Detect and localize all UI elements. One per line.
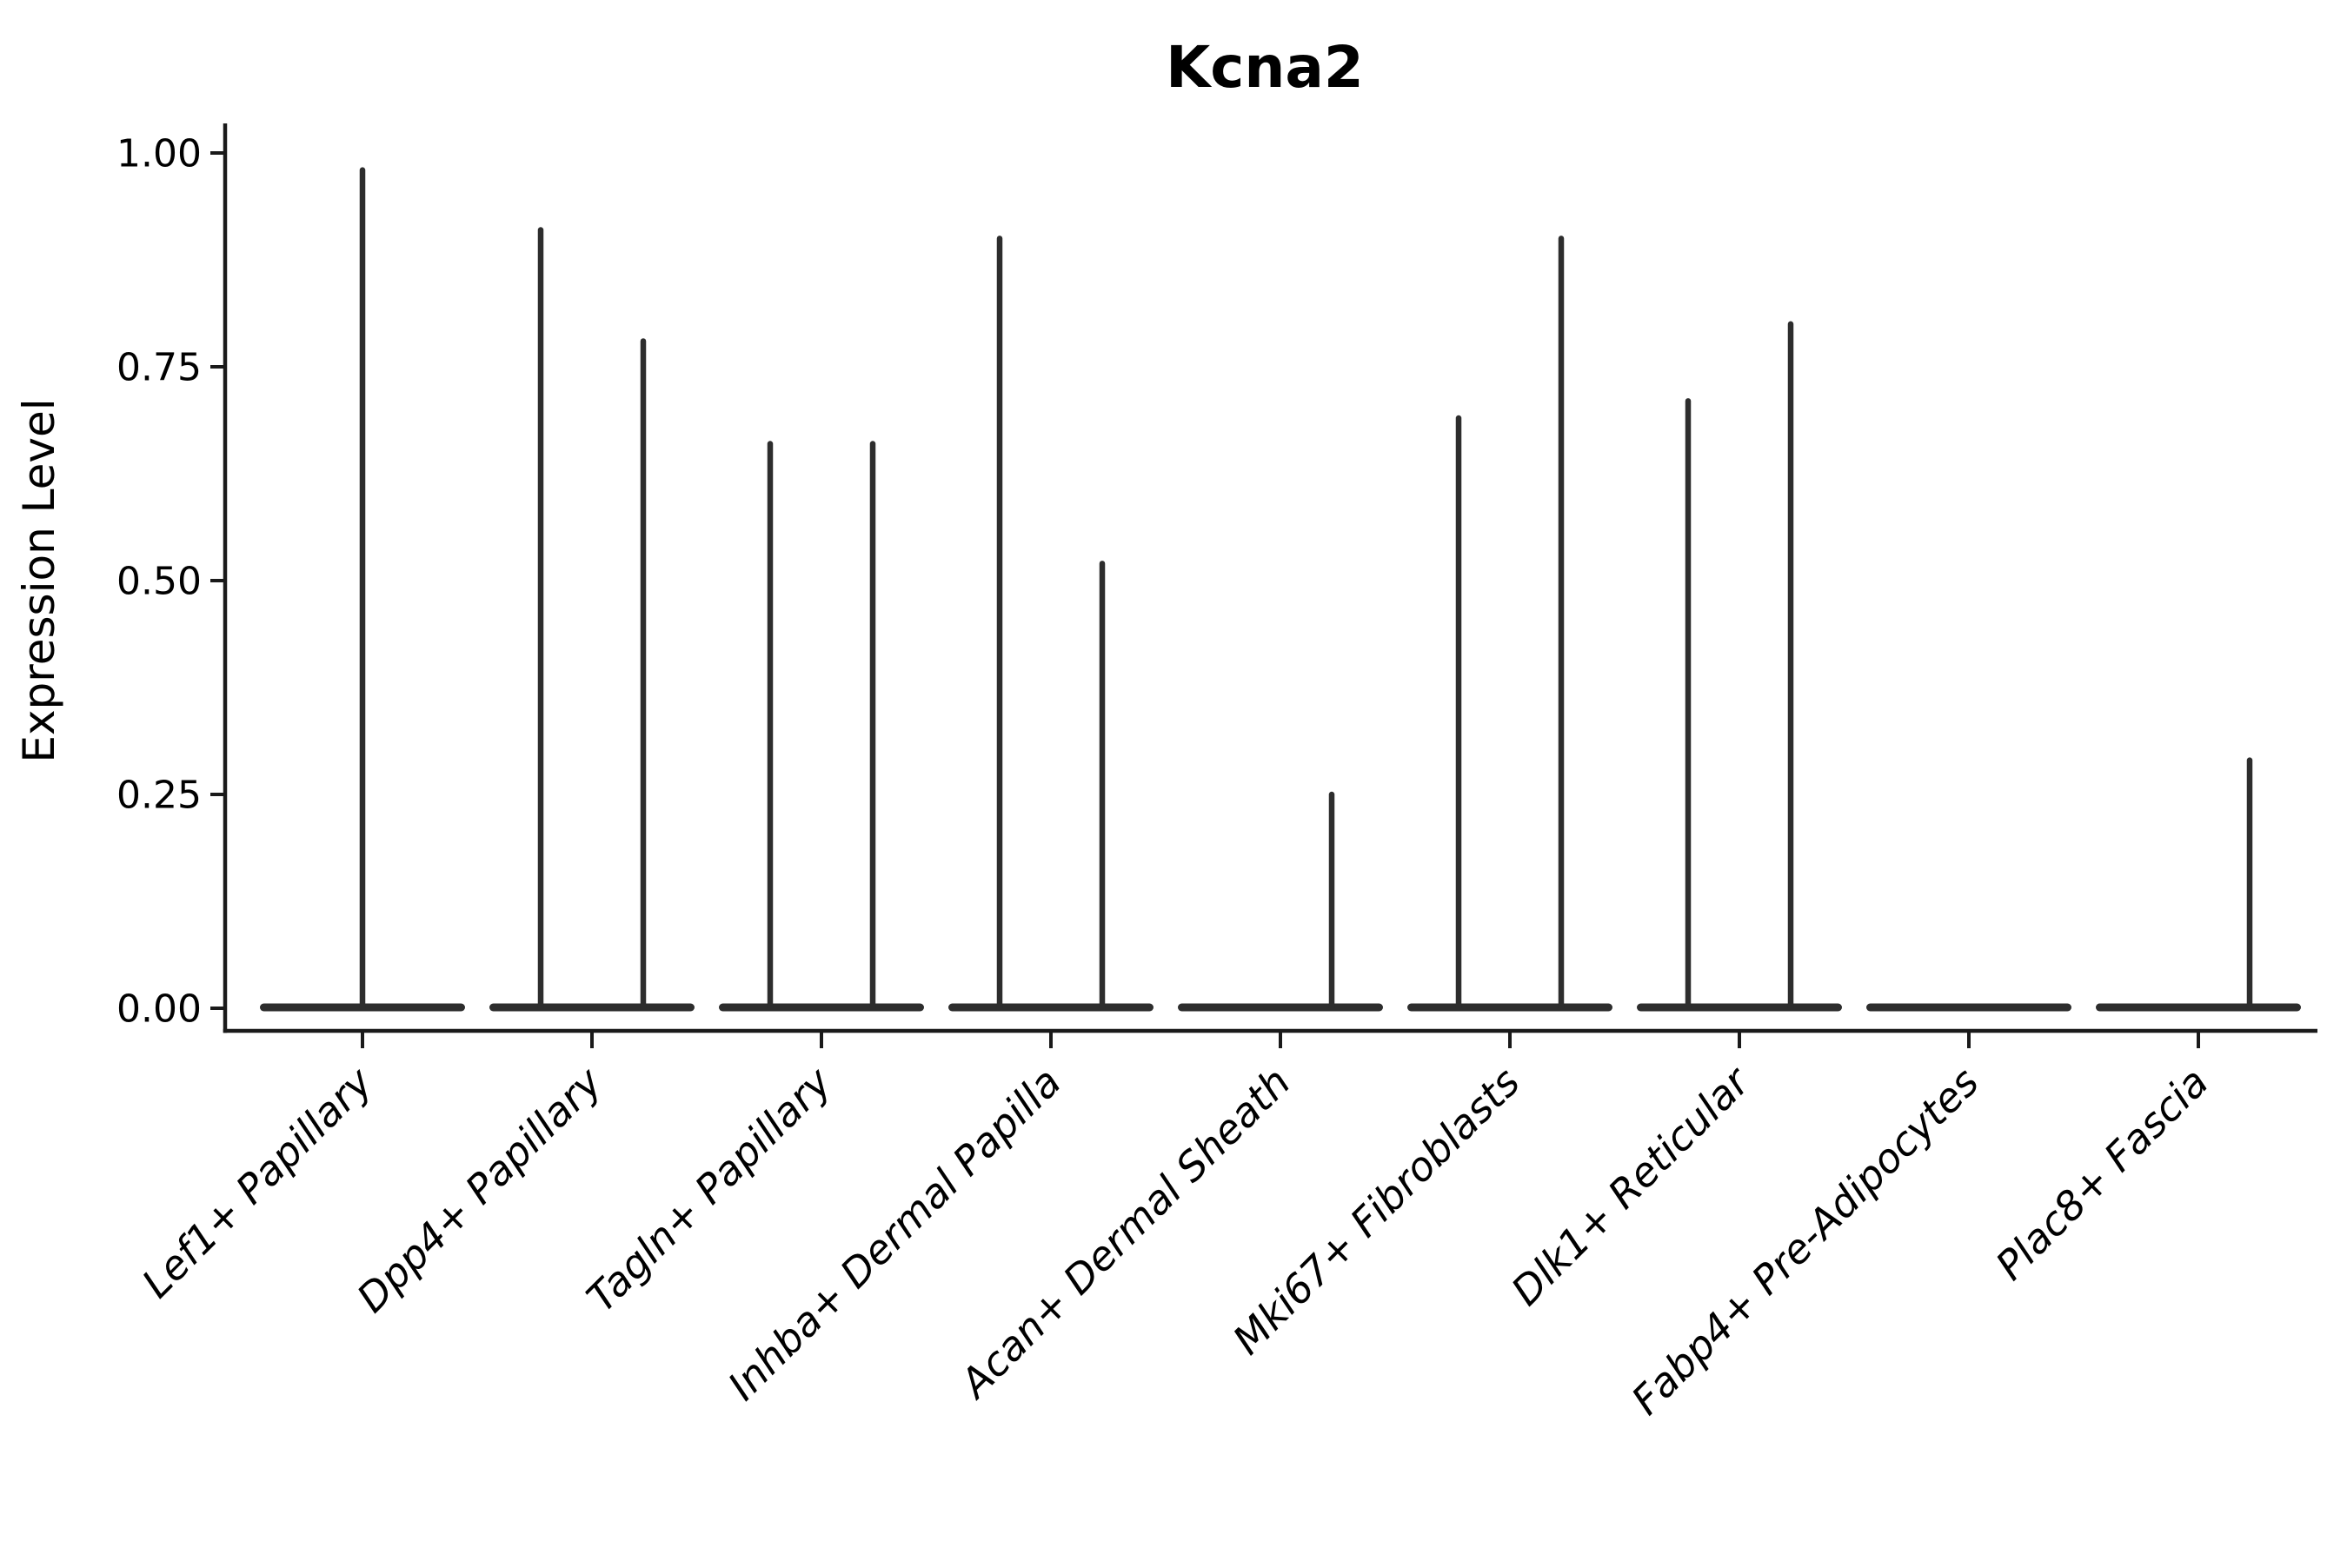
y-tick-label: 1.00 (116, 131, 202, 176)
violin-baseline (1178, 1003, 1383, 1012)
violin-baseline (1407, 1003, 1612, 1012)
violin-baseline (2096, 1003, 2301, 1012)
violin-baseline (948, 1003, 1154, 1012)
y-tick-label: 0.50 (116, 559, 202, 603)
chart-title: Kcna2 (1166, 34, 1364, 101)
y-tick-label: 0.00 (116, 987, 202, 1031)
violin-baseline (489, 1003, 695, 1012)
y-axis-label: Expression Level (14, 398, 64, 762)
y-tick-label: 0.25 (116, 773, 202, 817)
y-tick-label: 0.75 (116, 345, 202, 389)
violin-baseline (1866, 1003, 2071, 1012)
violin-baseline (719, 1003, 924, 1012)
violin-baseline (1637, 1003, 1842, 1012)
